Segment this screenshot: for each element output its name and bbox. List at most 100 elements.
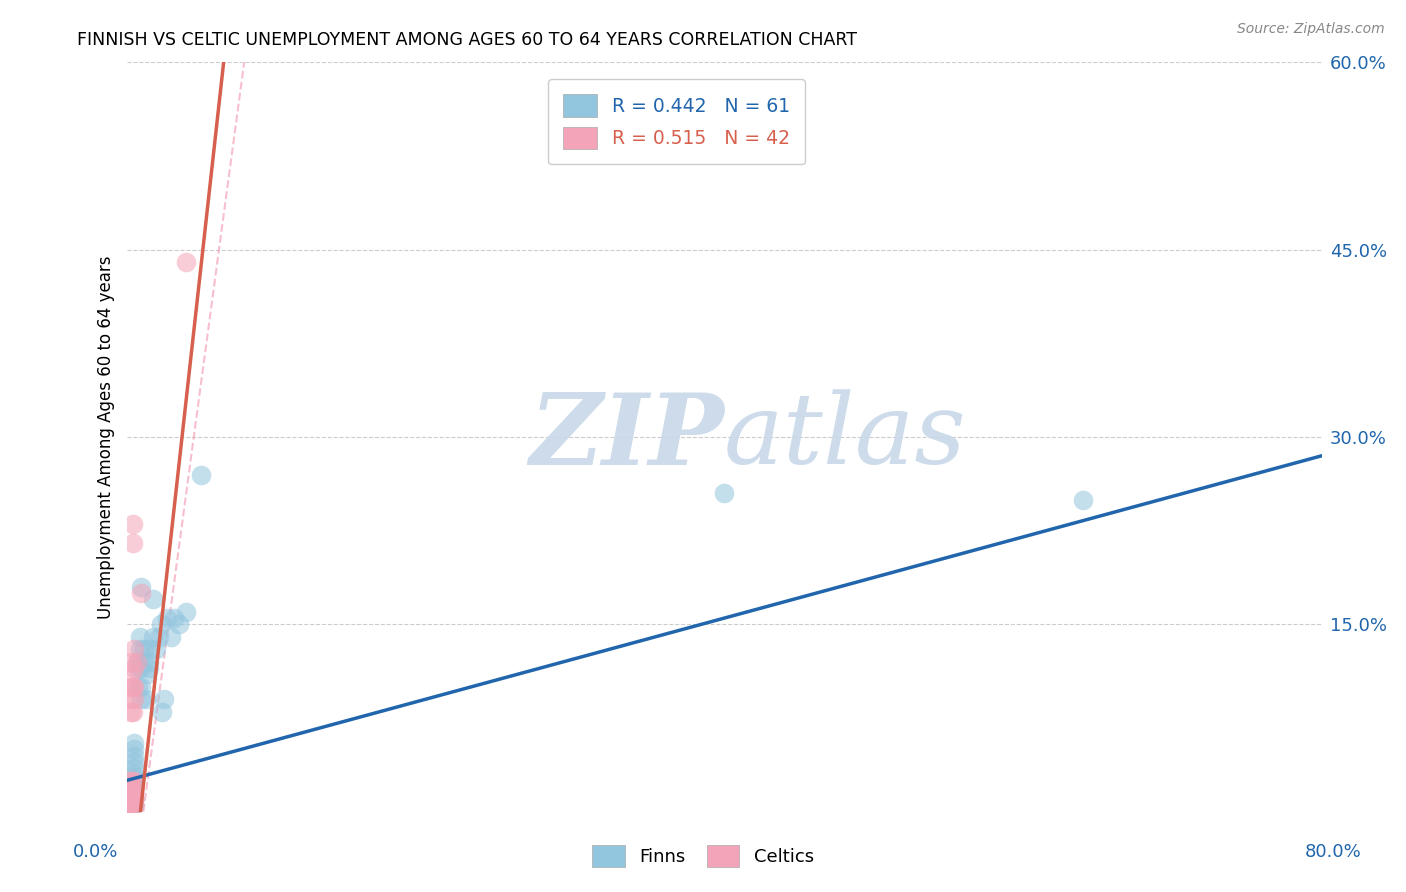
- Point: [121, 705, 143, 719]
- Point: [131, 692, 153, 706]
- Point: [120, 795, 142, 809]
- Text: ZIP: ZIP: [529, 389, 724, 485]
- Point: [129, 630, 152, 644]
- Point: [174, 255, 197, 269]
- Point: [125, 655, 148, 669]
- Point: [122, 777, 145, 791]
- Point: [118, 773, 141, 788]
- Point: [122, 798, 145, 813]
- Point: [122, 792, 145, 806]
- Point: [117, 782, 139, 797]
- Point: [122, 786, 145, 800]
- Point: [148, 630, 170, 644]
- Point: [120, 680, 142, 694]
- Point: [122, 782, 145, 797]
- Point: [122, 789, 145, 804]
- Text: 0.0%: 0.0%: [73, 843, 118, 861]
- Point: [117, 792, 139, 806]
- Point: [120, 780, 142, 794]
- Point: [156, 611, 179, 625]
- Point: [122, 661, 145, 675]
- Point: [122, 692, 145, 706]
- Point: [120, 792, 142, 806]
- Point: [118, 798, 141, 813]
- Point: [120, 795, 142, 809]
- Point: [118, 782, 141, 797]
- Point: [118, 786, 141, 800]
- Point: [120, 798, 142, 813]
- Point: [122, 780, 145, 794]
- Point: [120, 786, 142, 800]
- Point: [138, 655, 160, 669]
- Point: [190, 467, 212, 482]
- Point: [131, 661, 153, 675]
- Point: [142, 592, 165, 607]
- Point: [153, 692, 176, 706]
- Point: [117, 795, 139, 809]
- Point: [122, 642, 145, 657]
- Point: [149, 617, 172, 632]
- Point: [713, 486, 735, 500]
- Point: [120, 692, 142, 706]
- Point: [122, 770, 145, 784]
- Point: [121, 536, 143, 550]
- Legend: Finns, Celtics: Finns, Celtics: [585, 838, 821, 874]
- Point: [122, 773, 145, 788]
- Point: [122, 795, 145, 809]
- Point: [117, 786, 139, 800]
- Point: [120, 667, 142, 681]
- Point: [152, 705, 174, 719]
- Point: [118, 789, 141, 804]
- Point: [131, 680, 153, 694]
- Point: [122, 792, 145, 806]
- Point: [174, 605, 197, 619]
- Point: [134, 655, 156, 669]
- Point: [120, 780, 142, 794]
- Point: [136, 667, 159, 681]
- Point: [117, 798, 139, 813]
- Point: [117, 798, 139, 813]
- Point: [121, 798, 143, 813]
- Point: [139, 642, 162, 657]
- Point: [121, 680, 143, 694]
- Point: [120, 792, 142, 806]
- Point: [121, 780, 143, 794]
- Point: [122, 748, 145, 763]
- Text: FINNISH VS CELTIC UNEMPLOYMENT AMONG AGES 60 TO 64 YEARS CORRELATION CHART: FINNISH VS CELTIC UNEMPLOYMENT AMONG AGE…: [77, 31, 858, 49]
- Point: [138, 661, 160, 675]
- Point: [160, 630, 183, 644]
- Point: [122, 773, 145, 788]
- Point: [142, 630, 165, 644]
- Legend: R = 0.442   N = 61, R = 0.515   N = 42: R = 0.442 N = 61, R = 0.515 N = 42: [548, 79, 804, 164]
- Point: [127, 661, 149, 675]
- Point: [129, 642, 152, 657]
- Point: [167, 617, 190, 632]
- Point: [120, 798, 142, 813]
- Point: [118, 786, 141, 800]
- Point: [127, 655, 149, 669]
- Point: [120, 773, 142, 788]
- Point: [118, 792, 141, 806]
- Point: [163, 611, 186, 625]
- Point: [117, 789, 139, 804]
- Point: [121, 789, 143, 804]
- Point: [131, 580, 153, 594]
- Point: [118, 792, 141, 806]
- Point: [117, 780, 139, 794]
- Point: [122, 798, 145, 813]
- Point: [118, 777, 141, 791]
- Point: [1071, 492, 1094, 507]
- Point: [122, 742, 145, 756]
- Point: [134, 642, 156, 657]
- Point: [121, 517, 143, 532]
- Point: [145, 642, 167, 657]
- Point: [121, 792, 143, 806]
- Text: atlas: atlas: [724, 390, 967, 484]
- Point: [122, 786, 145, 800]
- Point: [122, 767, 145, 781]
- Point: [120, 705, 142, 719]
- Point: [120, 655, 142, 669]
- Point: [122, 761, 145, 775]
- Point: [118, 795, 141, 809]
- Point: [135, 692, 157, 706]
